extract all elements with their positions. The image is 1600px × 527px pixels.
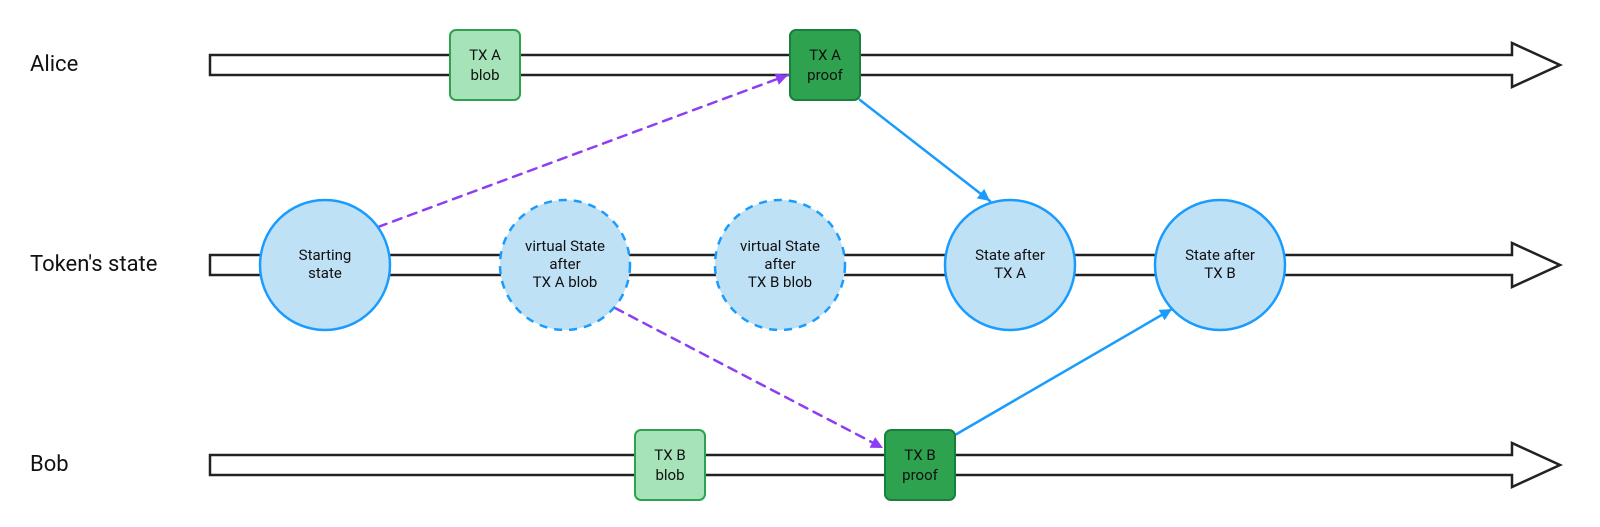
state-start-text-1: Starting <box>299 246 352 264</box>
box-txb_proof-line2: proof <box>902 466 938 484</box>
state-sb-text-1: State after <box>1185 246 1255 264</box>
lane-arrow-token <box>210 243 1560 287</box>
lane-label-bob: Bob <box>30 452 69 477</box>
lane-arrow-alice <box>210 43 1560 87</box>
box-txa_blob-line1: TX A <box>469 46 501 64</box>
box-txa_proof-line2: proof <box>807 66 843 84</box>
state-sa-text-1: State after <box>975 246 1045 264</box>
state-vb-text-3: TX B blob <box>748 273 812 291</box>
state-va-text-1: virtual State <box>525 237 605 255</box>
lane-label-alice: Alice <box>30 52 78 77</box>
box-txa_proof-line1: TX A <box>809 46 841 64</box>
state-start-text-2: state <box>308 264 342 282</box>
state-sa-text-2: TX A <box>994 264 1026 282</box>
box-txb_blob-line2: blob <box>655 466 684 484</box>
lane-label-token: Token's state <box>30 252 157 277</box>
box-txa_blob-line2: blob <box>470 66 499 84</box>
box-txb_blob-line1: TX B <box>654 446 685 464</box>
state-va-text-2: after <box>549 255 580 273</box>
edge-e3 <box>860 100 990 201</box>
state-vb-text-2: after <box>764 255 795 273</box>
state-va-text-3: TX A blob <box>533 273 598 291</box>
edge-e2 <box>615 308 883 448</box>
state-sb-text-2: TX B <box>1204 264 1235 282</box>
edge-e4 <box>955 309 1172 435</box>
box-txb_proof-line1: TX B <box>904 446 935 464</box>
state-vb-text-1: virtual State <box>740 237 820 255</box>
